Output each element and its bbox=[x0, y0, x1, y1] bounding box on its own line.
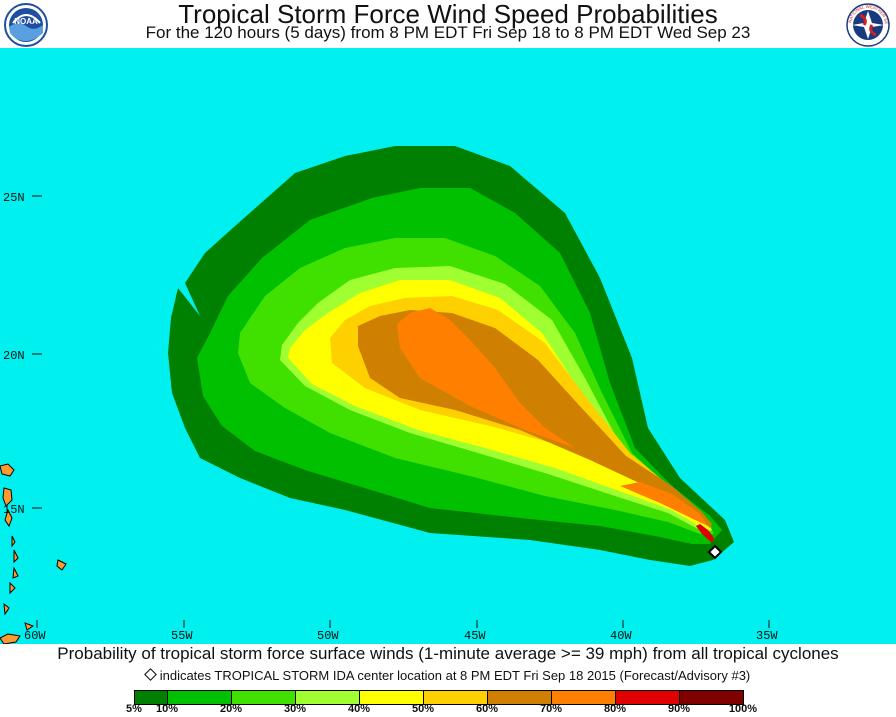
lon-label-60w: 60W bbox=[24, 629, 46, 643]
noaa-logo-text: NOAA bbox=[14, 17, 38, 26]
band-80pct bbox=[696, 524, 714, 543]
legend-label: 90% bbox=[667, 703, 691, 715]
legend-swatch bbox=[135, 691, 168, 704]
island-6 bbox=[12, 566, 19, 579]
island-7 bbox=[9, 581, 16, 595]
lat-axis: 25N 20N 15N bbox=[3, 191, 42, 517]
storm-note-text: indicates TROPICAL STORM IDA center loca… bbox=[159, 668, 751, 683]
legend-swatch bbox=[616, 691, 680, 704]
legend-color-bar bbox=[134, 690, 744, 705]
noaa-logo: NOAA bbox=[4, 3, 48, 47]
legend-swatch bbox=[296, 691, 360, 704]
lat-label-25n: 25N bbox=[3, 191, 25, 205]
legend-label: 100% bbox=[728, 703, 758, 715]
lon-label-45w: 45W bbox=[464, 629, 486, 643]
legend-label: 5% bbox=[126, 703, 142, 715]
legend-label: 20% bbox=[219, 703, 243, 715]
lon-label-50w: 50W bbox=[317, 629, 339, 643]
footer: Probability of tropical storm force surf… bbox=[0, 644, 896, 716]
page-subtitle: For the 120 hours (5 days) from 8 PM EDT… bbox=[145, 23, 751, 42]
island-11 bbox=[0, 633, 21, 645]
legend-label: 60% bbox=[475, 703, 499, 715]
band-70pct-tail bbox=[620, 482, 708, 526]
legend-labels: 5% 10% 20% 30% 40% 50% 60% 70% 80% 90% 100% bbox=[0, 703, 896, 717]
lon-label-55w: 55W bbox=[171, 629, 193, 643]
island-8 bbox=[3, 602, 10, 616]
nws-logo: NATIONAL WEATHER SERVICE bbox=[846, 3, 890, 47]
header: NOAA Tropical Storm Force Wind Speed Pro… bbox=[0, 0, 896, 48]
legend-swatch bbox=[680, 691, 743, 704]
map-svg: 25N 20N 15N 60W 55W 50W 45W 40W 35W bbox=[0, 48, 896, 645]
lon-label-40w: 40W bbox=[610, 629, 632, 643]
legend-swatch bbox=[168, 691, 232, 704]
legend-label: 10% bbox=[155, 703, 179, 715]
land-masses bbox=[0, 463, 67, 645]
legend-label: 50% bbox=[411, 703, 435, 715]
lat-label-15n: 15N bbox=[3, 503, 25, 517]
legend-label: 80% bbox=[603, 703, 627, 715]
lon-label-35w: 35W bbox=[756, 629, 778, 643]
lat-label-20n: 20N bbox=[3, 349, 25, 363]
legend-swatch bbox=[232, 691, 296, 704]
page-title: Tropical Storm Force Wind Speed Probabil… bbox=[178, 0, 718, 29]
island-1 bbox=[0, 463, 15, 477]
diamond-icon bbox=[143, 668, 157, 681]
island-2 bbox=[2, 487, 13, 507]
legend-swatch bbox=[488, 691, 552, 704]
legend-label: 30% bbox=[283, 703, 307, 715]
legend-label: 70% bbox=[539, 703, 563, 715]
storm-center-diamond-icon bbox=[707, 544, 723, 560]
island-4 bbox=[11, 535, 16, 548]
legend-swatch bbox=[360, 691, 424, 704]
storm-note: indicates TROPICAL STORM IDA center loca… bbox=[0, 668, 896, 684]
legend-swatch bbox=[424, 691, 488, 704]
map-caption: Probability of tropical storm force surf… bbox=[57, 644, 839, 663]
probability-map: 25N 20N 15N 60W 55W 50W 45W 40W 35W bbox=[0, 48, 896, 645]
island-5 bbox=[13, 549, 19, 564]
island-9 bbox=[56, 559, 67, 571]
legend-label: 40% bbox=[347, 703, 371, 715]
legend-swatch bbox=[552, 691, 616, 704]
lon-axis: 60W 55W 50W 45W 40W 35W bbox=[24, 620, 778, 643]
island-3 bbox=[4, 508, 13, 528]
island-10 bbox=[24, 622, 35, 631]
band-70pct bbox=[397, 308, 575, 448]
